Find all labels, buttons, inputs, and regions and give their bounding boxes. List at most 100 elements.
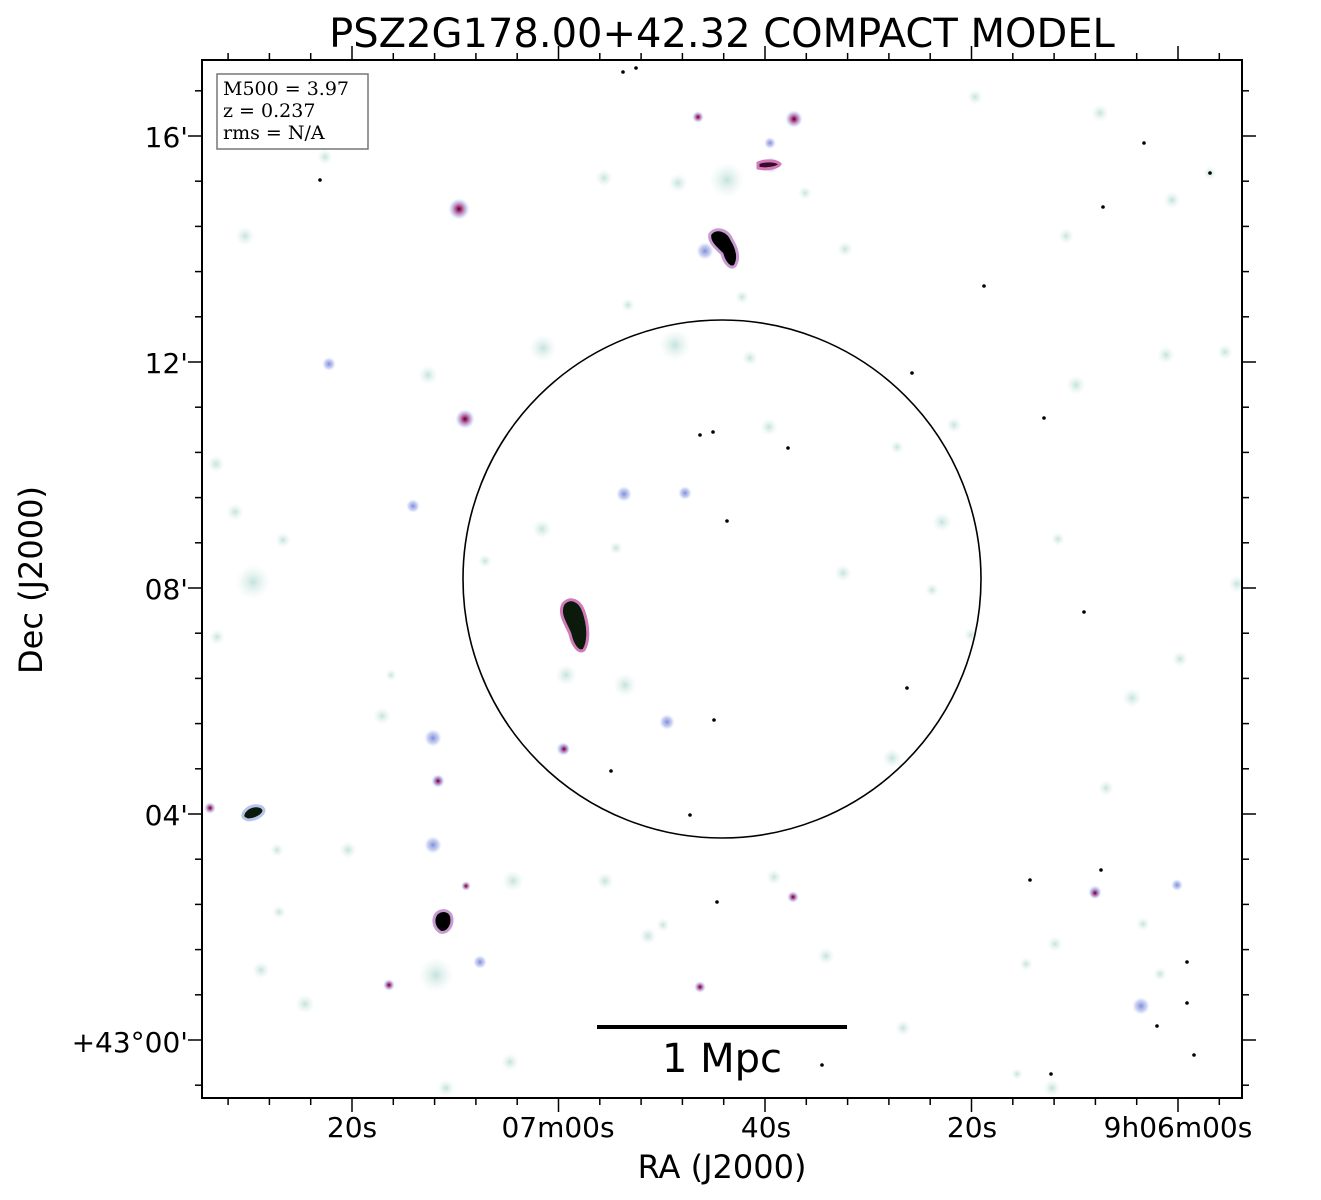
faint-source	[659, 329, 691, 361]
info-rms: rms = N/A	[223, 122, 325, 144]
blue-source	[659, 714, 675, 730]
bright-source	[785, 110, 803, 128]
faint-source	[1051, 532, 1065, 546]
faint-source	[272, 905, 286, 919]
faint-source	[418, 365, 438, 385]
faint-source	[766, 869, 782, 885]
speckle	[786, 446, 790, 450]
speckle	[1049, 1072, 1053, 1076]
x-tick-label: 20s	[947, 1111, 997, 1144]
faint-source	[890, 440, 904, 454]
faint-source	[1066, 375, 1086, 395]
faint-source	[235, 564, 271, 600]
faint-source	[295, 994, 315, 1014]
faint-source	[967, 89, 983, 105]
faint-source	[1047, 936, 1063, 952]
blue-source	[424, 729, 442, 747]
faint-source	[235, 226, 255, 246]
extended-source	[432, 909, 454, 934]
faint-source	[946, 417, 962, 433]
faint-source	[1043, 1079, 1061, 1097]
faint-source	[373, 707, 391, 725]
extended-source	[756, 159, 782, 171]
y-tick-label: 16'	[145, 121, 188, 154]
faint-source	[834, 564, 852, 582]
x-tick-label: 9h06m00s	[1104, 1111, 1253, 1144]
bright-source	[455, 409, 475, 429]
faint-source	[226, 503, 244, 521]
blue-source	[1171, 879, 1183, 891]
extended-source	[708, 228, 740, 269]
y-tick-label: 04'	[145, 799, 188, 832]
blue-source	[322, 357, 336, 371]
faint-source	[252, 961, 270, 979]
speckle	[725, 519, 729, 523]
x-axis-title: RA (J2000)	[638, 1148, 807, 1186]
bright-source	[461, 881, 471, 891]
speckle	[1099, 868, 1103, 872]
speckle	[621, 70, 625, 74]
faint-source	[502, 870, 524, 892]
blue-source	[424, 836, 442, 854]
faint-source	[925, 583, 939, 597]
y-tick-label: +43°00'	[72, 1026, 188, 1059]
faint-source	[555, 664, 577, 686]
speckle	[1028, 878, 1032, 882]
blue-source	[406, 499, 420, 513]
speckle	[1185, 1001, 1189, 1005]
faint-source	[385, 669, 397, 681]
speckle	[715, 900, 719, 904]
faint-source	[895, 1020, 911, 1036]
faint-source	[837, 241, 853, 257]
faint-source	[735, 290, 749, 304]
faint-source	[1098, 780, 1114, 796]
faint-source	[1153, 967, 1167, 981]
faint-source	[798, 186, 812, 200]
axis-ticks	[188, 46, 1256, 1112]
faint-source	[1172, 651, 1188, 667]
faint-source	[609, 541, 623, 555]
blue-source	[678, 486, 692, 500]
faint-source	[1019, 957, 1033, 971]
speckle	[1082, 610, 1086, 614]
blue-source	[764, 137, 776, 149]
speckle	[1042, 416, 1046, 420]
bright-source	[448, 198, 470, 220]
speckle	[1208, 171, 1212, 175]
faint-source	[317, 149, 333, 165]
bright-source	[692, 111, 704, 123]
faint-source	[656, 918, 670, 932]
scale-bar-label: 1 Mpc	[662, 1036, 782, 1082]
faint-source	[207, 455, 225, 473]
faint-source	[532, 519, 552, 539]
faint-source	[621, 298, 635, 312]
blue-source	[616, 486, 632, 502]
speckle	[1155, 1024, 1159, 1028]
faint-source	[1136, 917, 1150, 931]
faint-source	[1163, 191, 1181, 209]
faint-source	[209, 629, 225, 645]
faint-source	[882, 748, 902, 768]
faint-source	[339, 841, 357, 859]
extended-source	[559, 598, 590, 653]
speckle	[1142, 141, 1146, 145]
speckle	[711, 430, 715, 434]
y-axis-title: Dec (J2000)	[12, 486, 50, 674]
speckle	[820, 1063, 824, 1067]
faint-source	[529, 334, 557, 362]
x-tick-label: 20s	[327, 1111, 377, 1144]
faint-source	[275, 532, 291, 548]
faint-source	[613, 673, 637, 697]
speckle	[609, 769, 613, 773]
info-mass: M500 = 3.97	[223, 78, 349, 100]
faint-source	[437, 1079, 455, 1097]
bright-source	[558, 743, 570, 755]
speckle	[1192, 1053, 1196, 1057]
bright-source	[204, 802, 216, 814]
faint-source	[1217, 344, 1233, 360]
y-tick-label: 08'	[145, 573, 188, 606]
speckle	[1185, 960, 1189, 964]
bright-source	[383, 979, 395, 991]
faint-source	[1122, 688, 1142, 708]
